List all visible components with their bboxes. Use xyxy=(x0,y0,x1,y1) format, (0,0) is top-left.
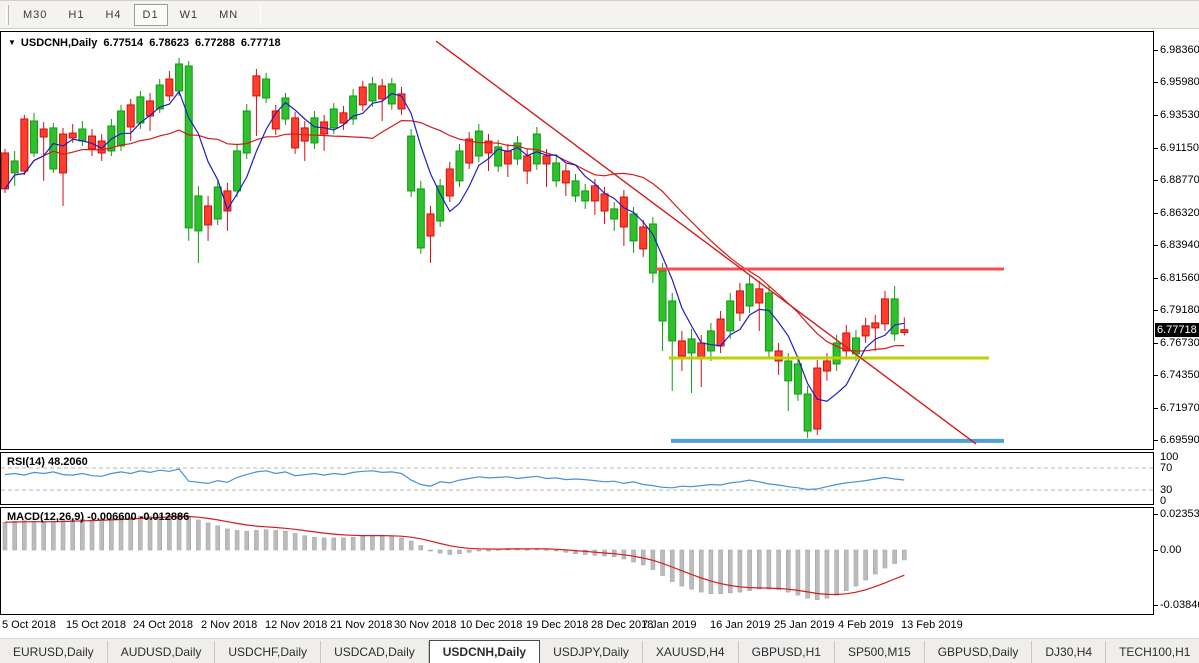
timeframe-button-d1[interactable]: D1 xyxy=(133,3,168,26)
price-axis-tick xyxy=(1154,115,1158,117)
price-tick-label: 6.79180 xyxy=(1160,303,1199,316)
chart-tab-xauusd[interactable]: XAUUSD,H4 xyxy=(643,641,739,663)
macd-histogram xyxy=(2,514,907,600)
rsi-scale-label: 0 xyxy=(1160,495,1167,507)
price-axis-tick xyxy=(1154,147,1158,149)
price-axis-tick xyxy=(1154,245,1158,247)
price-tick-label: 6.74350 xyxy=(1160,369,1199,382)
candlestick-chart[interactable] xyxy=(1,32,1153,449)
date-tick-label: 21 Nov 2018 xyxy=(330,619,393,631)
quote-high: 6.78623 xyxy=(149,37,189,49)
chart-tab-sp500[interactable]: SP500,M15 xyxy=(835,641,925,663)
price-tick-label: 6.88770 xyxy=(1160,173,1199,186)
timeframe-button-h4[interactable]: H4 xyxy=(105,8,122,21)
macd-axis-tick xyxy=(1154,514,1158,515)
price-tick-label: 6.76730 xyxy=(1160,337,1199,350)
chart-tab-dj30[interactable]: DJ30,H4 xyxy=(1032,641,1107,663)
chart-tab-usdcad[interactable]: USDCAD,Daily xyxy=(321,641,429,663)
price-axis-tick xyxy=(1154,439,1158,441)
date-tick-label: 2 Nov 2018 xyxy=(201,619,258,631)
price-axis-tick xyxy=(1154,375,1158,377)
toolbar-separator xyxy=(260,4,262,25)
price-tick-label: 6.98360 xyxy=(1160,44,1199,56)
chart-tabbar: EURUSD,Daily AUDUSD,Daily USDCHF,Daily USDC… xyxy=(0,638,1199,663)
macd-panel[interactable]: MACD(12,26,9) -0.006600 -0.012886 xyxy=(0,507,1154,615)
rsi-chart[interactable] xyxy=(1,453,1153,504)
macd-axis-tick xyxy=(1154,550,1158,551)
timeframe-button-w1[interactable]: W1 xyxy=(179,8,199,21)
price-chart-panel[interactable]: ▼ USDCNH,Daily 6.77514 6.78623 6.77288 6.… xyxy=(0,31,1154,450)
quote-line: ▼ USDCNH,Daily 6.77514 6.78623 6.77288 6.… xyxy=(8,37,284,49)
price-tick-label: 6.81560 xyxy=(1160,271,1199,284)
timeframe-toolbar: M30 H1 H4 D1 W1 MN xyxy=(0,1,1199,29)
macd-signal-line xyxy=(4,515,905,596)
macd-axis-tick xyxy=(1154,605,1158,606)
symbol-dropdown-icon[interactable]: ▼ xyxy=(8,38,16,47)
price-tick-label: 6.93530 xyxy=(1160,109,1199,122)
price-axis-tick xyxy=(1154,343,1158,345)
quote-open: 6.77514 xyxy=(103,37,144,49)
date-tick-label: 4 Feb 2019 xyxy=(838,619,894,631)
rsi-scale-label: 100 xyxy=(1160,451,1179,463)
price-tick-label: 6.91150 xyxy=(1160,141,1199,154)
price-axis-tick xyxy=(1154,179,1158,181)
date-tick-label: 5 Oct 2018 xyxy=(2,619,56,631)
chart-tab-eurusd[interactable]: EURUSD,Daily xyxy=(0,641,108,663)
toolbar-drag-handle[interactable] xyxy=(6,4,9,25)
timeframe-button-m30[interactable]: M30 xyxy=(23,8,48,21)
rsi-panel[interactable]: RSI(14) 48.2060 xyxy=(0,452,1154,505)
date-tick-label: 19 Dec 2018 xyxy=(526,619,589,631)
price-axis-tick xyxy=(1154,213,1158,215)
price-axis-tick xyxy=(1154,309,1158,311)
rsi-line xyxy=(4,468,905,491)
price-tick-label: 6.95980 xyxy=(1160,76,1199,89)
price-tick-label: 6.69590 xyxy=(1160,433,1199,446)
ma-slow-line xyxy=(4,119,905,352)
timeframe-button-h1[interactable]: H1 xyxy=(68,8,85,21)
price-axis-tick xyxy=(1154,82,1158,84)
price-tick-label: 6.86320 xyxy=(1160,207,1199,220)
rsi-scale-label: 30 xyxy=(1160,484,1173,496)
date-tick-label: 24 Oct 2018 xyxy=(133,619,193,631)
chart-tab-tech100[interactable]: TECH100,H1 xyxy=(1106,641,1199,663)
date-tick-label: 10 Dec 2018 xyxy=(460,619,523,631)
date-tick-label: 25 Jan 2019 xyxy=(774,619,835,631)
chart-tab-usdcnh[interactable]: USDCNH,Daily xyxy=(428,640,541,663)
date-tick-label: 15 Oct 2018 xyxy=(66,619,126,631)
price-axis-tick xyxy=(1154,50,1158,51)
chart-tab-gbpusd[interactable]: GBPUSD,H1 xyxy=(739,641,835,663)
chart-tab-usdjpy[interactable]: USDJPY,Daily xyxy=(540,641,643,663)
date-tick-label: 7 Jan 2019 xyxy=(642,619,697,631)
date-tick-label: 12 Nov 2018 xyxy=(265,619,328,631)
date-tick-label: 16 Jan 2019 xyxy=(710,619,771,631)
price-tick-label: 6.83940 xyxy=(1160,239,1199,252)
macd-scale-label: -0.038466 xyxy=(1160,599,1199,611)
macd-scale-label: 0.00 xyxy=(1160,544,1182,556)
price-tick-label: 6.71970 xyxy=(1160,401,1199,414)
macd-label: MACD(12,26,9) -0.006600 -0.012886 xyxy=(7,511,190,523)
chart-tab-gbpusd[interactable]: GBPUSD,Daily xyxy=(925,641,1033,663)
ma-fast-line xyxy=(4,90,905,402)
price-axis-tick xyxy=(1154,277,1158,279)
date-tick-label: 28 Dec 2018 xyxy=(591,619,654,631)
date-tick-label: 13 Feb 2019 xyxy=(901,619,963,631)
chart-tab-audusd[interactable]: AUDUSD,Daily xyxy=(108,641,216,663)
timeframe-button-mn[interactable]: MN xyxy=(219,8,239,21)
date-tick-label: 30 Nov 2018 xyxy=(394,619,457,631)
current-price-tag: 6.77718 xyxy=(1155,322,1199,337)
candlestick-series xyxy=(1,57,909,438)
quote-symbol: USDCNH,Daily xyxy=(20,37,98,49)
descending-trendline[interactable] xyxy=(435,40,977,445)
price-axis-tick xyxy=(1154,407,1158,409)
rsi-label: RSI(14) 48.2060 xyxy=(7,456,88,468)
quote-low: 6.77288 xyxy=(195,37,235,49)
rsi-scale-label: 70 xyxy=(1160,462,1173,474)
macd-scale-label: 0.023534 xyxy=(1160,508,1199,520)
macd-chart[interactable] xyxy=(1,508,1153,614)
chart-tab-usdchf[interactable]: USDCHF,Daily xyxy=(215,641,322,663)
quote-close: 6.77718 xyxy=(240,37,281,49)
